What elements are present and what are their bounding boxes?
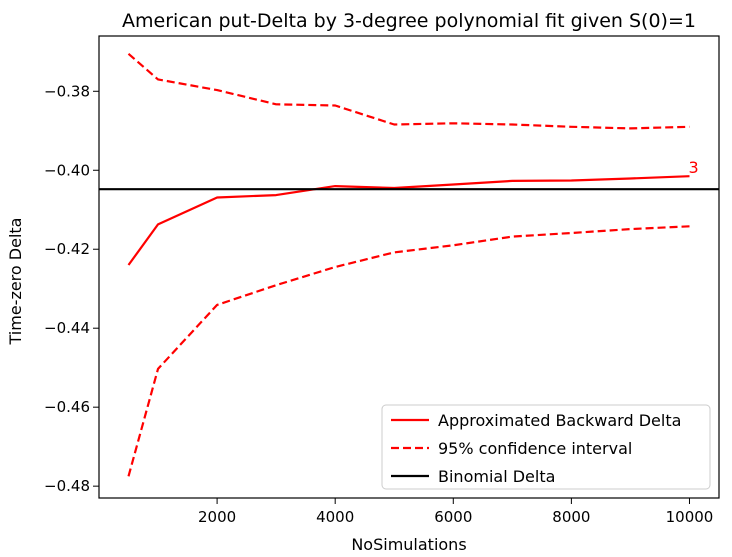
y-tick-label: −0.46 xyxy=(44,398,90,416)
legend-label: Binomial Delta xyxy=(438,467,555,486)
x-tick-label: 8000 xyxy=(552,508,590,526)
y-tick-label: −0.42 xyxy=(44,240,90,258)
series-line-95-confidence-interval-lower xyxy=(127,225,690,477)
x-tick-label: 10000 xyxy=(666,508,714,526)
series-line-approximated-backward-delta xyxy=(127,175,690,266)
y-tick-label: −0.38 xyxy=(44,82,90,100)
series-line-95-confidence-interval xyxy=(127,52,690,130)
y-tick-label: −0.48 xyxy=(44,477,90,495)
x-tick-label: 2000 xyxy=(198,508,236,526)
plot-area: 2000 4000 6000 8000 10000 −0.38 −0.40 −0.42 −0.4… xyxy=(44,35,720,526)
legend-label: 95% confidence interval xyxy=(438,439,632,458)
y-axis-title: Time-zero Delta xyxy=(6,218,25,346)
x-tick-label: 4000 xyxy=(316,508,354,526)
x-axis-title: NoSimulations xyxy=(351,535,466,554)
y-tick-label: −0.44 xyxy=(44,319,90,337)
chart-title: American put-Delta by 3-degree polynomia… xyxy=(122,10,696,32)
axes-frame xyxy=(98,35,720,499)
legend-label: Approximated Backward Delta xyxy=(438,411,681,430)
legend-box xyxy=(381,404,711,490)
x-tick-label: 6000 xyxy=(434,508,472,526)
series-annotation-label: 3 xyxy=(688,158,698,177)
y-tick-label: −0.40 xyxy=(44,161,90,179)
